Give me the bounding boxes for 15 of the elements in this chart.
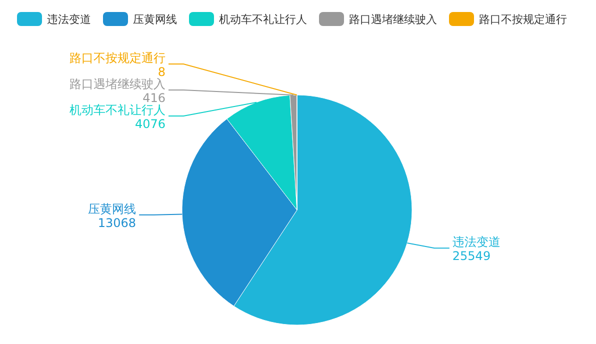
- slice-label: 路口遇堵继续驶入: [70, 77, 166, 91]
- legend-label: 压黄网线: [133, 13, 177, 26]
- legend-label: 机动车不礼让行人: [219, 13, 307, 26]
- data-label: 416: [142, 91, 166, 105]
- legend-label: 违法变道: [47, 13, 91, 26]
- slice-label: 压黄网线: [88, 202, 136, 216]
- data-label: 25549: [452, 249, 491, 264]
- legend-label: 路口不按规定通行: [479, 13, 567, 26]
- slice-label: 路口不按规定通行: [70, 51, 166, 65]
- legend-label: 路口遇堵继续驶入: [349, 13, 437, 26]
- slice-label: 机动车不礼让行人: [70, 103, 166, 117]
- data-label: 13068: [98, 216, 136, 230]
- data-label: 4076: [134, 117, 166, 131]
- data-label: 8: [158, 65, 166, 79]
- slice-label: 违法变道: [452, 235, 500, 250]
